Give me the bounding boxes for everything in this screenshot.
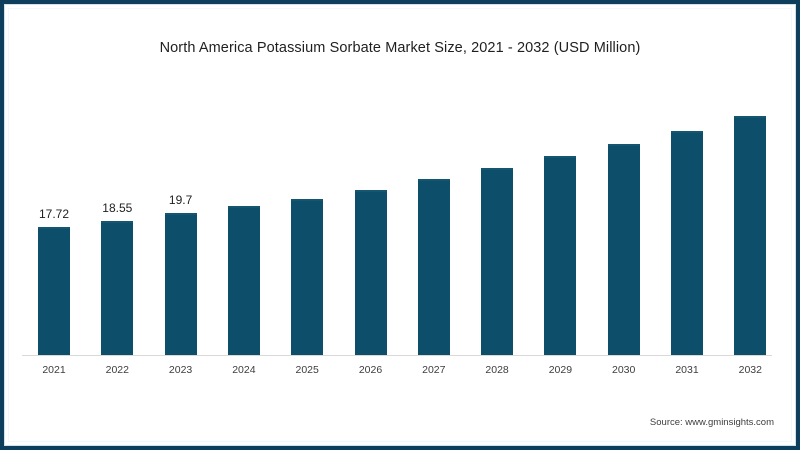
- bar-cap: [417, 178, 450, 181]
- bar-2025: [291, 199, 324, 355]
- bar-2023: [164, 212, 197, 355]
- bar-2029: [544, 155, 577, 355]
- bar-cap: [164, 212, 197, 215]
- x-tick-label-2022: 2022: [105, 364, 129, 376]
- x-tick-label-2026: 2026: [358, 364, 383, 376]
- bar-2021: [38, 227, 70, 355]
- x-tick-label-2023: 2023: [168, 364, 193, 376]
- bar-cap: [734, 116, 767, 118]
- bar-2032: [734, 116, 767, 355]
- x-tick-label-2025: 2025: [295, 364, 319, 376]
- bar-2022: [101, 221, 134, 355]
- bar-value-label-2023: 19.7: [168, 192, 193, 207]
- bar-cap: [291, 199, 324, 202]
- bar-2031: [671, 131, 703, 355]
- source-attribution: Source: www.gminsights.com: [649, 417, 774, 428]
- x-tick-label-2029: 2029: [548, 364, 573, 376]
- bar-2024: [227, 206, 260, 355]
- x-tick-label-2024: 2024: [232, 364, 256, 376]
- x-tick-label-2032: 2032: [738, 364, 762, 376]
- bar-cap: [671, 131, 703, 134]
- bar-cap: [481, 167, 514, 170]
- x-tick-label-2027: 2027: [422, 364, 446, 376]
- bar-cap: [101, 221, 134, 224]
- x-tick-label-2021: 2021: [42, 364, 66, 376]
- bar-cap: [354, 190, 387, 193]
- bar-2030: [607, 144, 640, 355]
- bar-cap: [227, 206, 260, 209]
- bar-cap: [607, 144, 640, 147]
- x-tick-label-2030: 2030: [612, 364, 636, 376]
- bar-2027: [417, 178, 450, 355]
- bar-2026: [354, 190, 387, 355]
- bar-2028: [481, 167, 514, 355]
- bar-value-label-2021: 17.72: [38, 207, 70, 222]
- bar-value-label-2022: 18.55: [102, 201, 133, 216]
- chart-title: North America Potassium Sorbate Market S…: [159, 40, 641, 56]
- x-tick-label-2031: 2031: [675, 364, 699, 376]
- bar-cap: [544, 155, 577, 158]
- bar-cap: [38, 227, 70, 230]
- x-tick-label-2028: 2028: [485, 364, 509, 376]
- x-axis-line: [22, 355, 772, 356]
